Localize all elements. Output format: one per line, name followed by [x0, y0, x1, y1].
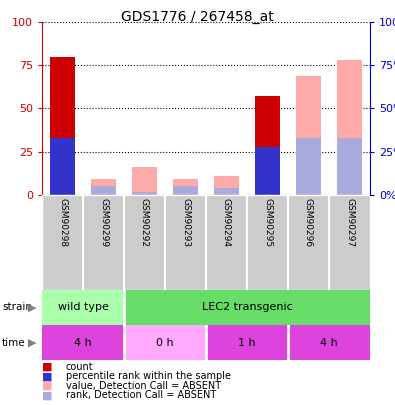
Text: GSM90299: GSM90299 — [99, 198, 108, 247]
Text: GSM90297: GSM90297 — [345, 198, 354, 247]
Bar — [296, 138, 321, 195]
Text: ■: ■ — [42, 371, 53, 381]
Text: ■: ■ — [42, 390, 53, 400]
Text: wild type: wild type — [58, 303, 109, 313]
Bar — [124, 325, 206, 360]
Bar — [173, 179, 198, 195]
Text: GDS1776 / 267458_at: GDS1776 / 267458_at — [121, 10, 274, 24]
Bar — [337, 138, 362, 195]
Bar — [255, 96, 280, 195]
Text: GSM90295: GSM90295 — [263, 198, 272, 247]
Bar — [288, 325, 370, 360]
Bar — [173, 186, 198, 195]
Text: 4 h: 4 h — [74, 337, 92, 347]
Bar — [337, 60, 362, 195]
Text: rank, Detection Call = ABSENT: rank, Detection Call = ABSENT — [66, 390, 216, 400]
Bar — [214, 188, 239, 195]
Text: strain: strain — [2, 303, 32, 313]
Text: ■: ■ — [42, 362, 53, 372]
Text: ▶: ▶ — [28, 337, 36, 347]
Bar — [255, 147, 280, 195]
Bar — [296, 76, 321, 195]
Text: LEC2 transgenic: LEC2 transgenic — [201, 303, 292, 313]
Text: GSM90296: GSM90296 — [304, 198, 313, 247]
Text: percentile rank within the sample: percentile rank within the sample — [66, 371, 231, 381]
Bar — [214, 176, 239, 195]
Bar — [42, 290, 124, 325]
Text: ▶: ▶ — [28, 303, 36, 313]
Text: count: count — [66, 362, 93, 372]
Text: GSM90298: GSM90298 — [58, 198, 67, 247]
Bar — [91, 179, 116, 195]
Text: value, Detection Call = ABSENT: value, Detection Call = ABSENT — [66, 381, 221, 391]
Bar — [124, 290, 370, 325]
Text: GSM90294: GSM90294 — [222, 198, 231, 247]
Bar — [42, 325, 124, 360]
Text: GSM90293: GSM90293 — [181, 198, 190, 247]
Bar — [91, 186, 116, 195]
Text: ■: ■ — [42, 381, 53, 391]
Bar — [132, 192, 157, 195]
Bar — [50, 138, 75, 195]
Bar — [132, 167, 157, 195]
Text: 0 h: 0 h — [156, 337, 174, 347]
Text: 1 h: 1 h — [238, 337, 256, 347]
Text: 4 h: 4 h — [320, 337, 338, 347]
Text: GSM90292: GSM90292 — [140, 198, 149, 247]
Bar — [206, 325, 288, 360]
Bar — [50, 57, 75, 195]
Text: time: time — [2, 337, 26, 347]
